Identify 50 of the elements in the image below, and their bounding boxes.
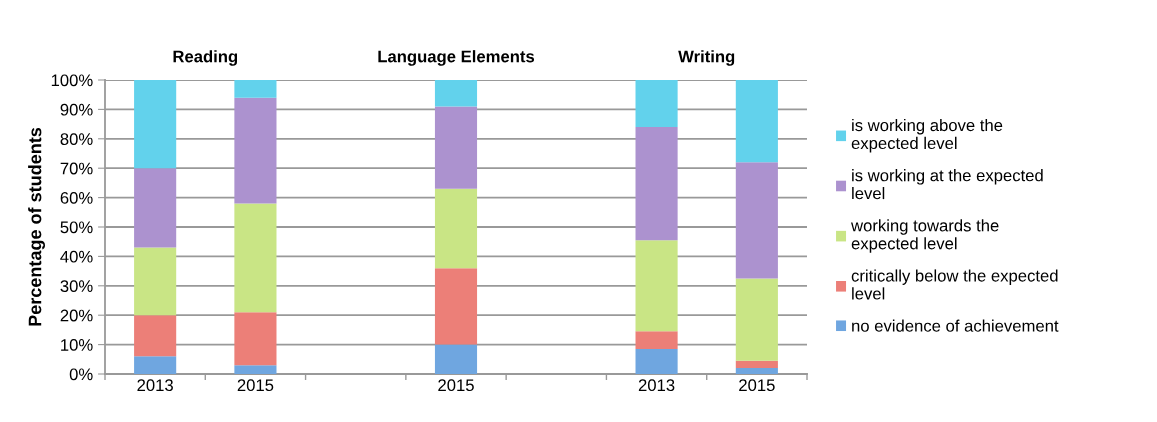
text: Language Elements [378,50,535,66]
y-tick-label: 70% [60,162,93,175]
legend-label: critically below the expected level [851,269,1058,300]
bar [735,278,778,361]
bar [635,80,678,128]
y-tick-label: 80% [60,133,93,145]
bar [434,344,478,374]
legend-label: is working at the expected level [852,169,1043,200]
text: Reading [173,50,238,66]
bar [134,168,177,248]
bar [134,80,177,169]
bar [635,240,678,332]
y-tick-label: 90% [60,103,93,116]
legend-label: working towards the expected level [851,219,999,253]
bar [735,162,778,279]
bar [434,268,478,345]
y-tick-label: 0% [69,368,93,381]
bar [234,80,277,98]
bar [234,312,277,366]
legend-label: no evidence of achievement [852,319,1059,332]
y-axis-title: Percentage of students [28,127,46,326]
y-tick-label: 60% [60,192,93,204]
x-tick-label: 2015 [237,379,274,392]
bar [735,80,778,163]
y-tick-label: 10% [61,339,93,351]
bar [635,349,678,374]
bar [735,360,778,369]
bar [134,315,177,357]
bar [234,97,277,204]
bar [234,365,277,374]
y-tick-label: 50% [60,221,93,234]
x-tick-label: 2015 [438,379,474,392]
x-tick-label: 2013 [638,379,675,392]
bar [434,106,478,189]
text: Writing [678,50,735,66]
bar [635,127,678,241]
x-tick-label: 2015 [739,379,775,392]
bar [134,247,177,316]
y-tick-label: 100% [51,74,93,87]
bar [735,368,778,374]
bar [434,80,478,107]
y-tick-label: 20% [60,309,93,322]
bar [234,203,277,313]
y-tick-label: 40% [60,250,93,263]
bar [434,188,478,269]
x-tick-label: 2013 [137,379,173,392]
legend-label: is working above the expected level [851,118,1003,153]
bar [134,356,177,374]
y-tick-label: 30% [60,280,93,292]
bar [635,331,678,350]
